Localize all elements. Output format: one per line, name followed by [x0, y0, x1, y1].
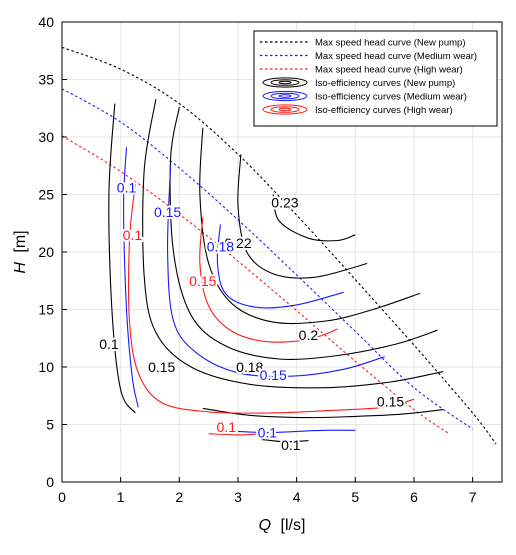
legend-iso-swatch [262, 104, 308, 115]
iso-label-medium: 0.1 [258, 425, 278, 441]
y-tick-label: 5 [46, 417, 54, 433]
legend-label: Iso-efficiency curves (Medium wear) [315, 92, 467, 103]
y-axis-unit: [m] [12, 230, 29, 252]
iso-label-new: 0.1 [281, 437, 301, 453]
x-tick-label: 4 [293, 489, 301, 505]
y-tick-label: 40 [38, 14, 54, 30]
legend-iso-swatch [278, 94, 292, 98]
iso-label-new: 0.22 [224, 235, 251, 251]
max-speed-head-curve-high [61, 135, 450, 435]
legend-iso-swatch [278, 80, 292, 85]
y-tick-label: 15 [38, 302, 54, 318]
legend-iso-swatch [262, 77, 308, 88]
series-layer [61, 46, 497, 445]
iso-curve-new [142, 99, 444, 389]
iso-curve-new [272, 194, 356, 242]
iso-label-new: 0.15 [148, 359, 175, 375]
x-axis-var: Q [259, 517, 271, 534]
iso-curve-medium [123, 147, 139, 408]
iso-label-high: 0.1 [217, 419, 237, 435]
legend-label: Iso-efficiency curves (High wear) [315, 105, 453, 116]
y-tick-label: 0 [46, 474, 54, 490]
tick-layer: 0 1 2 3 4 5 6 7 0 5 10 15 20 25 30 35 40 [38, 14, 476, 505]
x-tick-label: 7 [469, 489, 477, 505]
x-tick-label: 2 [175, 489, 183, 505]
y-tick-label: 10 [38, 359, 54, 375]
iso-label-new: 0.23 [271, 195, 298, 211]
iso-curves-layer [108, 99, 444, 443]
legend-iso-swatch [278, 107, 292, 112]
x-tick-label: 5 [351, 489, 359, 505]
x-tick-label: 1 [117, 489, 125, 505]
legend-iso-swatch [270, 79, 300, 86]
iso-curve-new [261, 438, 309, 443]
iso-label-medium: 0.1 [117, 180, 137, 196]
iso-curve-medium [166, 166, 385, 378]
iso-label-high: 0.1 [123, 227, 143, 243]
legend: Max speed head curve (New pump) Max speed… [253, 30, 498, 127]
legend-label: Max speed head curve (New pump) [315, 38, 466, 49]
iso-curve-medium [216, 224, 344, 309]
legend-iso-swatch [270, 106, 300, 113]
x-axis-label: Q [l/s] [259, 517, 306, 534]
max-speed-head-curve-new [61, 46, 497, 445]
iso-label-medium: 0.15 [260, 367, 287, 383]
iso-label-medium: 0.15 [154, 204, 181, 220]
y-axis-var: H [12, 262, 29, 274]
iso-label-new: 0.2 [299, 327, 319, 343]
iso-curve-medium [237, 429, 356, 434]
x-tick-label: 6 [410, 489, 418, 505]
legend-items: Max speed head curve (New pump) Max speed… [260, 38, 477, 116]
max-speed-head-curve-medium [61, 88, 474, 430]
iso-curve-new [108, 103, 136, 414]
x-tick-label: 3 [234, 489, 242, 505]
iso-label-new: 0.15 [377, 394, 404, 410]
legend-label: Max speed head curve (Medium wear) [315, 51, 477, 62]
y-tick-label: 35 [38, 72, 54, 88]
x-axis-unit: [l/s] [281, 517, 306, 534]
y-tick-label: 25 [38, 187, 54, 203]
iso-curve-high [199, 217, 338, 343]
legend-iso-swatch [270, 92, 300, 100]
legend-label: Iso-efficiency curves (New pump) [315, 78, 455, 89]
legend-label: Max speed head curve (High wear) [315, 65, 463, 76]
y-tick-label: 20 [38, 244, 54, 260]
iso-label-new: 0.18 [236, 359, 263, 375]
iso-label-high: 0.15 [189, 273, 216, 289]
iso-label-medium: 0.18 [207, 238, 234, 254]
y-tick-label: 30 [38, 129, 54, 145]
legend-iso-swatch [262, 90, 308, 102]
iso-curve-new [237, 154, 368, 279]
iso-curve-new [199, 127, 421, 325]
x-tick-label: 0 [58, 489, 66, 505]
iso-curve-high [128, 184, 415, 414]
y-axis-label: H [m] [12, 230, 29, 273]
iso-curve-new [202, 407, 444, 419]
iso-label-new: 0.1 [99, 336, 119, 352]
iso-labels-layer: 0.10.15 0.180.20.220.230.150.10.10.150.18… [97, 178, 406, 456]
iso-curve-high [208, 433, 262, 436]
